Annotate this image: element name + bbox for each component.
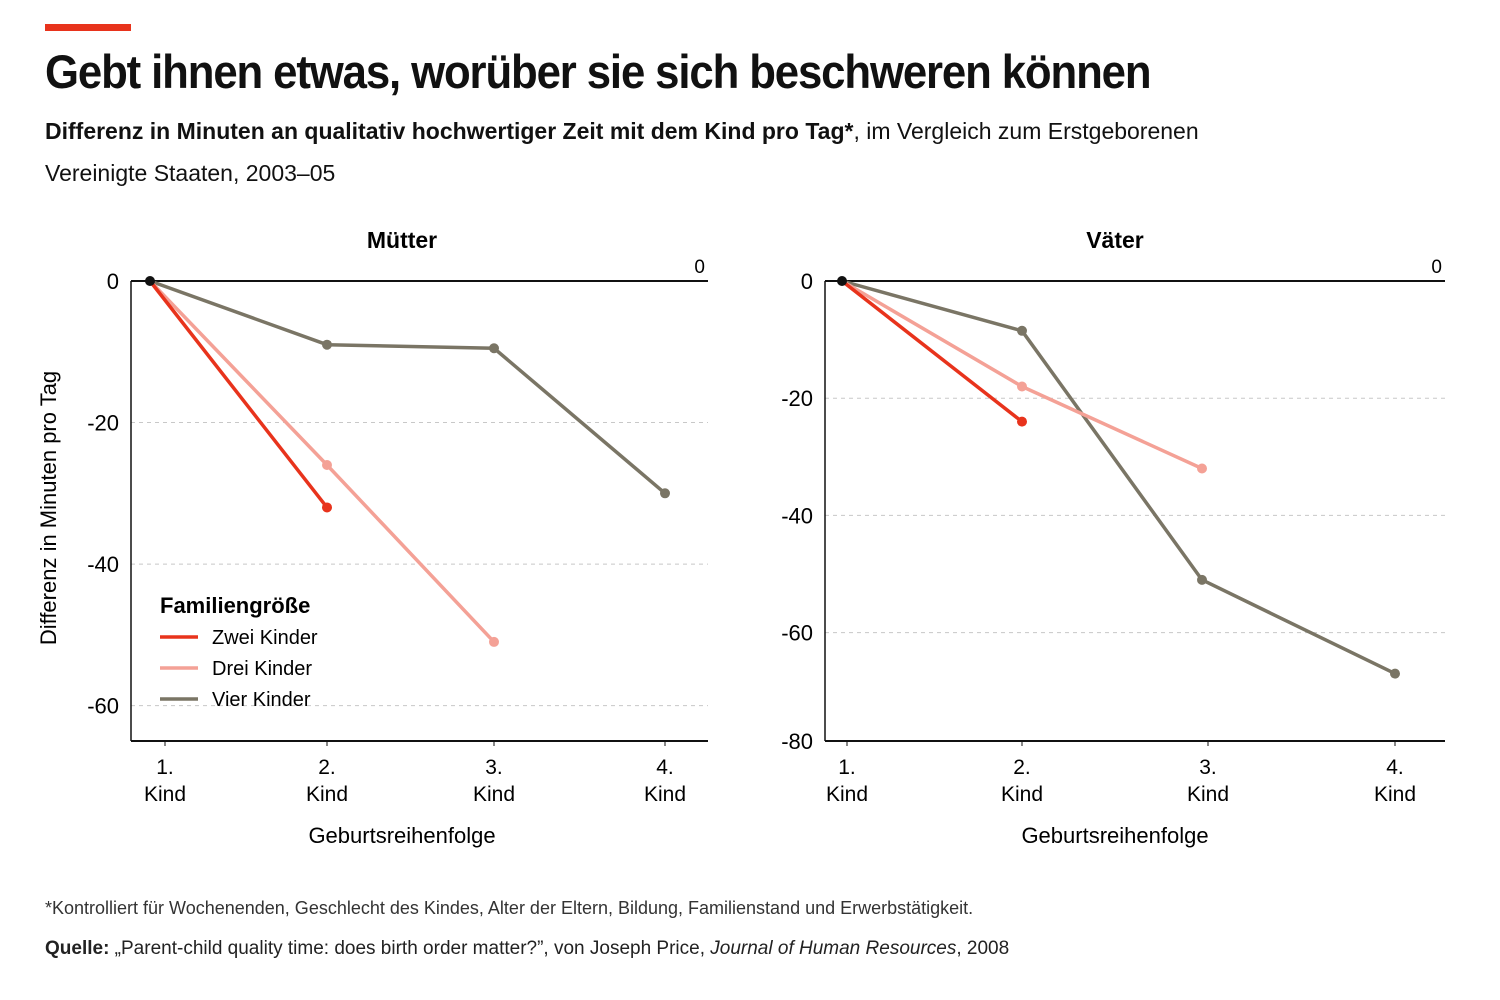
x-tick-label: 2. [318, 756, 336, 779]
x-tick-label: 4. [656, 756, 674, 779]
source-journal: Journal of Human Resources [710, 938, 957, 959]
source: Quelle: „Parent-child quality time: does… [45, 938, 1009, 960]
data-point [1017, 416, 1027, 427]
zero-label: 0 [694, 257, 705, 278]
y-axis-label: Differenz in Minuten pro Tag [36, 371, 61, 645]
data-point [322, 339, 332, 350]
subtitle-bold: Differenz in Minuten an qualitativ hochw… [45, 118, 854, 144]
y-tick-label: -60 [781, 621, 813, 646]
panel-title: Mütter [367, 227, 437, 253]
data-point [660, 488, 670, 499]
x-axis-label: Geburtsreihenfolge [1021, 823, 1208, 848]
y-tick-label: 0 [801, 269, 813, 294]
data-point [1017, 325, 1027, 336]
x-tick-label: Kind [644, 783, 686, 806]
source-label: Quelle: [45, 938, 110, 959]
series-line-drei-kinder [841, 279, 1203, 471]
series-line-vier-kinder [149, 279, 667, 495]
series-line-vier-kinder [841, 279, 1396, 676]
legend-label: Vier Kinder [212, 689, 311, 711]
x-tick-label: 1. [838, 756, 856, 779]
source-year: , 2008 [956, 938, 1010, 959]
data-point [322, 460, 332, 470]
zero-label: 0 [1431, 257, 1442, 278]
footnote: *Kontrolliert für Wochenenden, Geschlech… [45, 898, 974, 918]
series-line-zwei-kinder [148, 279, 329, 509]
legend-title: Familiengröße [160, 593, 310, 618]
origin-point [145, 276, 155, 286]
source-text: „Parent-child quality time: does birth o… [109, 938, 711, 959]
y-tick-label: -60 [87, 694, 119, 719]
y-tick-label: -20 [87, 411, 119, 436]
geography: Vereinigte Staaten, 2003–05 [45, 160, 336, 186]
origin-point [837, 276, 847, 286]
x-tick-label: 3. [1199, 756, 1217, 779]
subtitle-rest: , im Vergleich zum Erstgeborenen [853, 118, 1199, 144]
x-tick-label: 1. [156, 756, 174, 779]
y-tick-label: -40 [781, 503, 813, 528]
y-tick-label: -40 [87, 552, 119, 577]
y-tick-label: -80 [781, 729, 813, 754]
legend-label: Drei Kinder [212, 658, 312, 680]
data-point [1197, 463, 1207, 474]
x-tick-label: 3. [485, 756, 503, 779]
x-tick-label: Kind [144, 783, 186, 806]
data-point [1390, 668, 1400, 679]
series-line-zwei-kinder [840, 279, 1024, 424]
y-tick-label: 0 [107, 269, 119, 294]
subtitle: Differenz in Minuten an qualitativ hochw… [45, 118, 1199, 145]
data-point [322, 502, 332, 513]
x-tick-label: 4. [1386, 756, 1404, 779]
legend-label: Zwei Kinder [212, 627, 318, 649]
data-point [1017, 381, 1027, 392]
data-point [1197, 574, 1207, 585]
x-axis-label: Geburtsreihenfolge [308, 823, 495, 848]
y-tick-label: -20 [781, 386, 813, 411]
data-point [489, 636, 499, 647]
x-tick-label: Kind [1374, 783, 1416, 806]
series-line-drei-kinder [148, 279, 496, 644]
x-tick-label: Kind [306, 783, 348, 806]
data-point [489, 343, 499, 354]
x-tick-label: Kind [826, 783, 868, 806]
x-tick-label: 2. [1013, 756, 1031, 779]
page-title: Gebt ihnen etwas, worüber sie sich besch… [45, 45, 1152, 98]
x-tick-label: Kind [473, 783, 515, 806]
accent-bar [45, 24, 131, 31]
panel-title: Väter [1086, 227, 1144, 253]
x-tick-label: Kind [1187, 783, 1229, 806]
x-tick-label: Kind [1001, 783, 1043, 806]
